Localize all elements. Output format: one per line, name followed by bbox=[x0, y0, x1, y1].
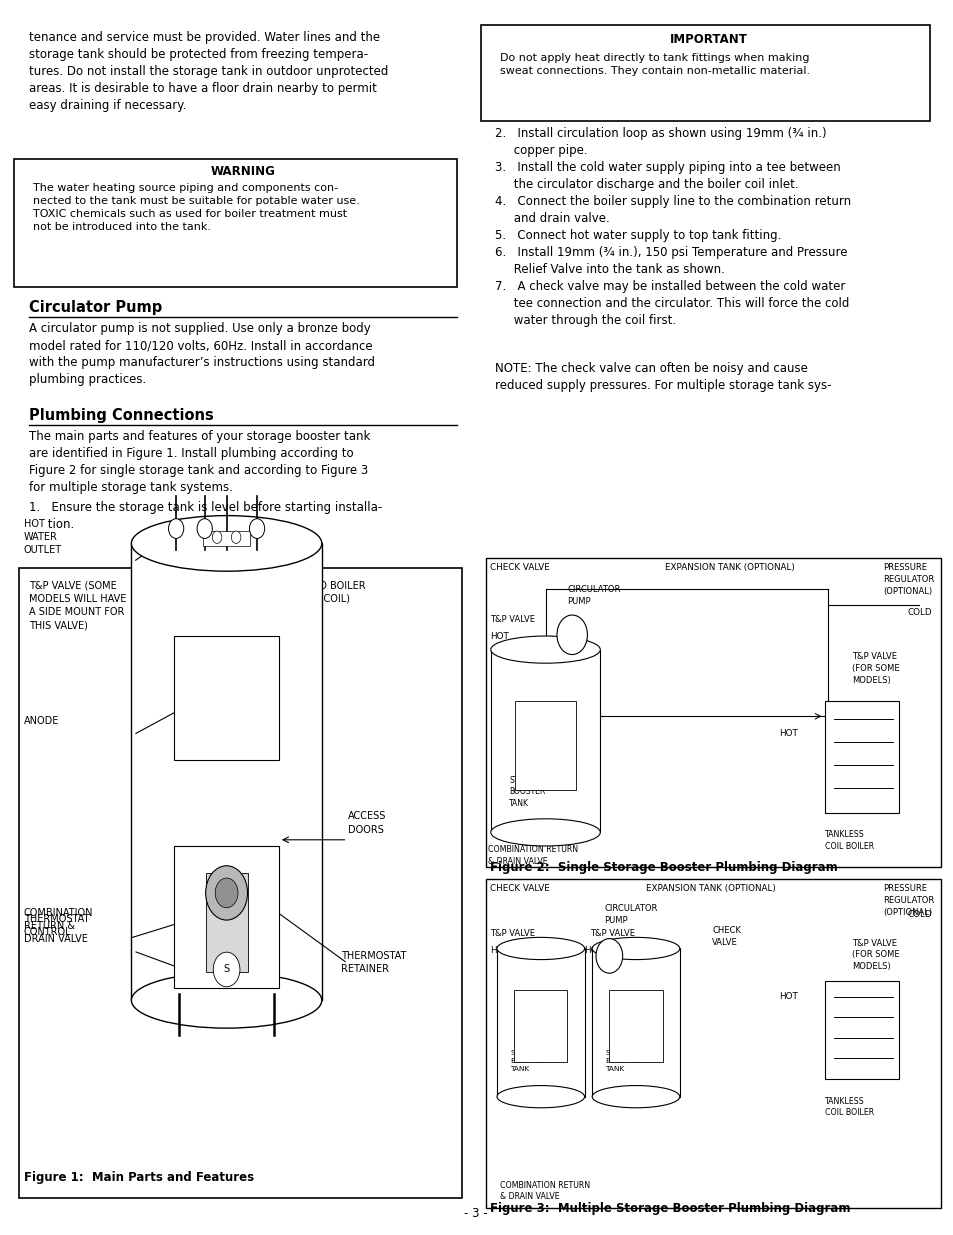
Ellipse shape bbox=[592, 937, 679, 960]
Ellipse shape bbox=[132, 973, 321, 1028]
Text: Figure 3:  Multiple Storage Booster Plumbing Diagram: Figure 3: Multiple Storage Booster Plumb… bbox=[490, 1202, 850, 1215]
Bar bbox=[514, 990, 567, 1062]
Text: HOT: HOT bbox=[490, 946, 509, 955]
Text: JUNCTION BOX: JUNCTION BOX bbox=[205, 620, 275, 630]
Text: A circulator pump is not supplied. Use only a bronze body
model rated for 110/12: A circulator pump is not supplied. Use o… bbox=[29, 322, 375, 387]
Text: T&P VALVE
(FOR SOME
MODELS): T&P VALVE (FOR SOME MODELS) bbox=[851, 939, 899, 971]
FancyBboxPatch shape bbox=[14, 159, 456, 287]
Text: T&P VALVE
(FOR SOME
MODELS): T&P VALVE (FOR SOME MODELS) bbox=[851, 652, 899, 684]
Text: THERMOSTAT
RETAINER: THERMOSTAT RETAINER bbox=[340, 951, 406, 974]
Text: WARNING: WARNING bbox=[210, 165, 274, 179]
Text: NOTE: The check valve can often be noisy and cause
reduced supply pressures. For: NOTE: The check valve can often be noisy… bbox=[495, 362, 831, 391]
Text: COMBINATION RETURN
& DRAIN VALVE: COMBINATION RETURN & DRAIN VALVE bbox=[499, 1181, 589, 1202]
Bar bbox=[823, 981, 898, 1079]
Circle shape bbox=[206, 866, 247, 920]
Text: COLD: COLD bbox=[906, 608, 931, 616]
Text: 1.   Ensure the storage tank is level before starting installa-
     tion.: 1. Ensure the storage tank is level befo… bbox=[29, 501, 381, 531]
Text: COMBINATION
RETURN &
DRAIN VALVE: COMBINATION RETURN & DRAIN VALVE bbox=[24, 908, 93, 944]
Text: HOT: HOT bbox=[778, 992, 797, 1000]
Ellipse shape bbox=[132, 516, 321, 571]
Text: STORAGE
BOOSTER
TANK: STORAGE BOOSTER TANK bbox=[605, 1050, 640, 1072]
Text: COMBINATION RETURN
& DRAIN VALVE: COMBINATION RETURN & DRAIN VALVE bbox=[488, 845, 578, 866]
Ellipse shape bbox=[490, 819, 599, 846]
Text: STORAGE
BOOSTER
TANK: STORAGE BOOSTER TANK bbox=[509, 776, 545, 808]
Text: CHECK
VALVE: CHECK VALVE bbox=[711, 926, 740, 947]
Bar bbox=[19, 568, 461, 1198]
Text: ANODE: ANODE bbox=[24, 716, 59, 726]
Text: EXPANSION TANK (OPTIONAL): EXPANSION TANK (OPTIONAL) bbox=[664, 563, 794, 572]
Bar bbox=[206, 873, 247, 972]
Bar bbox=[132, 543, 321, 1000]
Text: PRESSURE
REGULATOR
(OPTIONAL): PRESSURE REGULATOR (OPTIONAL) bbox=[882, 563, 934, 595]
Text: TANKLESS
COIL BOILER: TANKLESS COIL BOILER bbox=[823, 1097, 873, 1118]
Ellipse shape bbox=[497, 1086, 584, 1108]
Bar bbox=[609, 990, 662, 1062]
Ellipse shape bbox=[592, 1086, 679, 1108]
Text: T&P VALVE: T&P VALVE bbox=[490, 615, 535, 624]
Text: Figure 2:  Single Storage Booster Plumbing Diagram: Figure 2: Single Storage Booster Plumbin… bbox=[490, 861, 837, 874]
Circle shape bbox=[557, 615, 587, 655]
Text: The main parts and features of your storage booster tank
are identified in Figur: The main parts and features of your stor… bbox=[29, 430, 370, 494]
Text: The water heating source piping and components con-
nected to the tank must be s: The water heating source piping and comp… bbox=[33, 183, 359, 232]
Text: CHECK VALVE: CHECK VALVE bbox=[490, 563, 550, 572]
Text: Do not apply heat directly to tank fittings when making
sweat connections. They : Do not apply heat directly to tank fitti… bbox=[499, 53, 809, 77]
Circle shape bbox=[596, 939, 622, 973]
Bar bbox=[497, 948, 584, 1097]
Text: EXPANSION TANK (OPTIONAL): EXPANSION TANK (OPTIONAL) bbox=[645, 884, 775, 893]
Text: Circulator Pump: Circulator Pump bbox=[29, 300, 162, 315]
Text: THERMOSTAT
CONTROL: THERMOSTAT CONTROL bbox=[24, 914, 89, 937]
Text: SUPPLY (TO BOILER
TANKLESS COIL): SUPPLY (TO BOILER TANKLESS COIL) bbox=[271, 580, 366, 604]
Circle shape bbox=[197, 519, 213, 538]
Ellipse shape bbox=[490, 636, 599, 663]
Circle shape bbox=[232, 531, 240, 543]
Circle shape bbox=[215, 878, 237, 908]
Text: IMPORTANT: IMPORTANT bbox=[670, 33, 747, 47]
Text: HOT: HOT bbox=[583, 946, 602, 955]
Bar bbox=[823, 701, 898, 813]
Text: PRESSURE
REGULATOR
(OPTIONAL): PRESSURE REGULATOR (OPTIONAL) bbox=[882, 884, 934, 916]
Text: Plumbing Connections: Plumbing Connections bbox=[29, 408, 213, 422]
Bar bbox=[203, 531, 250, 546]
Text: - 3 -: - 3 - bbox=[464, 1207, 487, 1220]
Text: S: S bbox=[223, 965, 230, 974]
Text: 2.   Install circulation loop as shown using 19mm (¾ in.)
     copper pipe.
3.  : 2. Install circulation loop as shown usi… bbox=[495, 127, 850, 327]
FancyBboxPatch shape bbox=[480, 25, 929, 121]
Text: T&P VALVE (SOME
MODELS WILL HAVE
A SIDE MOUNT FOR
THIS VALVE): T&P VALVE (SOME MODELS WILL HAVE A SIDE … bbox=[29, 580, 126, 630]
Text: TANKLESS
COIL BOILER: TANKLESS COIL BOILER bbox=[823, 830, 873, 851]
Circle shape bbox=[213, 952, 239, 987]
Text: COLD: COLD bbox=[906, 910, 931, 919]
Bar bbox=[490, 650, 599, 832]
Text: ACCESS
DOORS: ACCESS DOORS bbox=[347, 811, 385, 835]
Text: HOT
WATER
OUTLET: HOT WATER OUTLET bbox=[24, 519, 62, 555]
Circle shape bbox=[213, 531, 222, 543]
Text: STORAGE
BOOSTER
TANK: STORAGE BOOSTER TANK bbox=[510, 1050, 545, 1072]
Bar bbox=[174, 846, 278, 988]
Circle shape bbox=[249, 519, 264, 538]
Circle shape bbox=[169, 519, 184, 538]
Text: HOT: HOT bbox=[778, 729, 797, 737]
Text: HOT: HOT bbox=[490, 632, 509, 641]
Bar bbox=[515, 701, 576, 790]
Text: T&P VALVE: T&P VALVE bbox=[490, 929, 535, 937]
Text: CIRCULATOR
PUMP: CIRCULATOR PUMP bbox=[567, 585, 620, 606]
Text: CIRCULATOR
PUMP: CIRCULATOR PUMP bbox=[604, 904, 658, 925]
Bar bbox=[174, 636, 278, 760]
Text: tenance and service must be provided. Water lines and the
storage tank should be: tenance and service must be provided. Wa… bbox=[29, 31, 388, 112]
Text: CHECK VALVE: CHECK VALVE bbox=[490, 884, 550, 893]
Text: T&P VALVE: T&P VALVE bbox=[590, 929, 635, 937]
Ellipse shape bbox=[497, 937, 584, 960]
Bar bbox=[592, 948, 679, 1097]
Text: Figure 1:  Main Parts and Features: Figure 1: Main Parts and Features bbox=[24, 1171, 253, 1184]
Bar bbox=[485, 558, 940, 867]
Bar bbox=[485, 879, 940, 1208]
